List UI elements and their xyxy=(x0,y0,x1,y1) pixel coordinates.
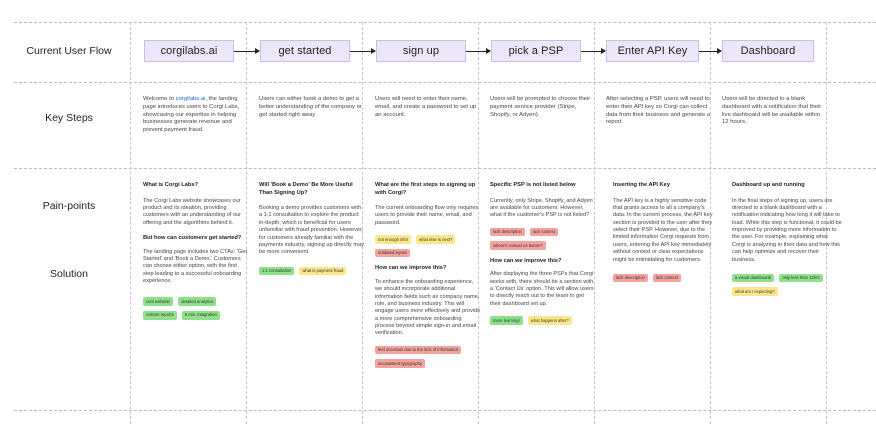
tag-group: a visual dashboard! only less than 12hrs… xyxy=(732,273,842,296)
flow-step-landing: corgilabs.ai xyxy=(144,40,234,62)
detail-body: In the final steps of signing up, users … xyxy=(732,197,842,263)
feedback-tag: what is payment fraud xyxy=(299,266,347,276)
row-label-solution: Solution xyxy=(50,268,88,280)
flow-step-dashboard: Dashboard xyxy=(722,40,814,62)
feedback-tag: what else is next? xyxy=(416,235,456,244)
flow-arrow xyxy=(234,48,260,54)
column-divider xyxy=(362,22,363,424)
tag-group: lack description lack context where's co… xyxy=(490,227,596,250)
feedback-tag: 5 min. integration xyxy=(181,310,220,320)
flow-arrow xyxy=(466,48,491,54)
detail-heading: Dashboard up and running xyxy=(732,182,805,188)
row-divider xyxy=(14,22,876,23)
tag-group: not enough info! what else is next? outd… xyxy=(375,235,481,258)
feedback-tag: what am I expecting? xyxy=(732,287,778,296)
row-label-current-user-flow: Current User Flow xyxy=(26,45,112,57)
feedback-tag: more learning! xyxy=(490,316,523,325)
row-divider xyxy=(14,410,876,411)
detail-heading: Will 'Book a Demo' Be More Useful Than S… xyxy=(259,182,353,196)
column-divider xyxy=(826,22,827,424)
key-step-landing: Welcome to corgilabs.ai, the landing pag… xyxy=(143,96,249,135)
feedback-tag: feel uncertain due to the lack of inform… xyxy=(375,345,462,355)
feedback-tag: lack context xyxy=(652,273,681,283)
tag-group: feel uncertain due to the lack of inform… xyxy=(375,345,481,368)
key-step-dashboard: Users will be directed to a blank dashbo… xyxy=(722,96,822,126)
detail-body: Currently, only Stripe, Shopify, and Ady… xyxy=(490,197,593,219)
detail-body: After displaying the three PSPs that Cor… xyxy=(490,271,594,307)
feedback-tag: inconsistent typography xyxy=(375,359,425,368)
feedback-tag: lack description xyxy=(490,227,525,237)
flow-step-sign-up: sign up xyxy=(376,40,466,62)
detail-body: The API key is a highly sensitive code t… xyxy=(613,197,713,263)
tag-group: lack description lack context xyxy=(613,273,713,283)
tag-group: 1:1 consultation what is payment fraud xyxy=(259,266,365,276)
detail-column-enter-api-key: Inserting the API Key The API key is a h… xyxy=(613,182,713,286)
feedback-tag: what happens after? xyxy=(527,316,572,325)
feedback-tag: lack context xyxy=(529,227,558,237)
detail-heading: How can we improve this? xyxy=(375,265,447,272)
feedback-tag: detailed analytics xyxy=(178,297,217,306)
feedback-tag: outdated layout xyxy=(375,248,410,258)
flow-step-enter-api-key: Enter API Key xyxy=(606,40,699,62)
column-divider xyxy=(710,22,711,424)
detail-body: The current onboarding flow only require… xyxy=(375,205,479,226)
feedback-tag: only less than 12hrs xyxy=(779,273,823,283)
key-step-get-started: Users can either book a demo to get a be… xyxy=(259,96,362,118)
column-divider xyxy=(478,22,479,424)
key-step-text: Welcome to xyxy=(143,96,176,102)
detail-heading: Inserting the API Key xyxy=(613,182,670,188)
detail-heading: But how can customers get started? xyxy=(143,235,242,242)
feedback-tag: cool website! xyxy=(143,297,174,306)
key-step-sign-up: Users will need to enter their name, ema… xyxy=(375,96,477,118)
row-divider xyxy=(14,82,876,83)
flow-step-pick-psp: pick a PSP xyxy=(491,40,581,62)
flow-arrow xyxy=(581,48,606,54)
flow-arrow xyxy=(350,48,376,54)
feedback-tag: lack description xyxy=(613,273,648,283)
detail-heading: What is Corgi Labs? xyxy=(143,182,198,188)
row-label-pain-points: Pain-points xyxy=(42,200,96,212)
tag-group: cool website! detailed analytics custom … xyxy=(143,297,249,320)
detail-body: The Corgi Labs website showcases our pro… xyxy=(143,197,241,226)
detail-column-landing: What is Corgi Labs? The Corgi Labs websi… xyxy=(143,182,249,324)
detail-column-sign-up: What are the first steps to signing up w… xyxy=(375,182,481,372)
feedback-tag: custom reports xyxy=(143,310,177,320)
detail-heading: What are the first steps to signing up w… xyxy=(375,182,476,196)
tag-group: more learning! what happens after? xyxy=(490,316,596,325)
detail-column-dashboard: Dashboard up and running In the final st… xyxy=(732,182,842,300)
row-divider xyxy=(14,168,876,169)
detail-column-pick-psp: Specific PSP is not listed below Current… xyxy=(490,182,596,329)
key-step-text: , the landing page introduces users to C… xyxy=(143,96,240,134)
feedback-tag: where's contact us button? xyxy=(490,241,546,250)
row-label-key-steps: Key Steps xyxy=(45,112,93,124)
key-step-enter-api-key: After selecting a PSP, users will need t… xyxy=(606,96,711,126)
column-divider xyxy=(594,22,595,424)
landing-link[interactable]: corgilabs.ai xyxy=(175,96,206,102)
feedback-tag: a visual dashboard! xyxy=(732,273,775,283)
flow-arrow xyxy=(699,48,722,54)
key-step-pick-psp: Users will be prompted to choose their p… xyxy=(490,96,591,118)
detail-body: Booking a demo provides customers with a… xyxy=(259,205,364,256)
column-divider xyxy=(130,22,131,424)
flow-step-get-started: get started xyxy=(260,40,350,62)
detail-column-get-started: Will 'Book a Demo' Be More Useful Than S… xyxy=(259,182,365,279)
detail-heading: Specific PSP is not listed below xyxy=(490,182,576,188)
detail-heading: How can we improve this? xyxy=(490,257,562,264)
feedback-tag: not enough info! xyxy=(375,235,412,244)
detail-body: The landing page includes two CTAs: 'Get… xyxy=(143,248,247,285)
feedback-tag: 1:1 consultation xyxy=(259,266,295,276)
detail-body: To enhance the onboarding experience, we… xyxy=(375,278,481,337)
column-divider xyxy=(246,22,247,424)
